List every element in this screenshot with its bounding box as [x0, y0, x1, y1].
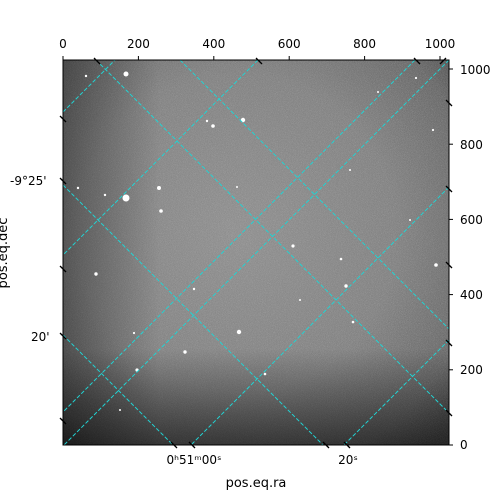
grid-edge-tick: [445, 185, 453, 193]
star: [122, 194, 130, 202]
grid-edge-ticks: [59, 57, 453, 449]
bottom-ra-axis: 0ʰ51ᵐ00ˢ 20ˢ pos.eq.ra: [167, 453, 358, 491]
grid-edge-tick: [445, 409, 453, 417]
star: [159, 209, 163, 213]
right-pixel-axis: 0 200 400 600 800 1000: [449, 63, 491, 452]
star: [409, 219, 411, 221]
top-tick-label: 800: [353, 37, 376, 51]
grid-edge-tick: [188, 441, 196, 449]
star: [123, 71, 129, 77]
grid-line: [190, 186, 449, 445]
star: [236, 186, 238, 188]
star: [76, 186, 80, 190]
left-axis-title: pos.eq.dec: [0, 218, 11, 289]
right-tick-label: 1000: [460, 63, 491, 77]
grid-edge-tick: [59, 177, 67, 185]
grid-line: [63, 60, 259, 256]
grid-line: [63, 60, 416, 413]
grid-edge-tick: [445, 261, 453, 269]
sky-image: [63, 60, 449, 445]
star: [339, 257, 343, 261]
top-tick-label: 0: [59, 37, 67, 51]
right-tick-label: 600: [460, 213, 483, 227]
grid-edge-tick: [439, 57, 447, 65]
star: [414, 76, 418, 80]
grid-line: [63, 60, 449, 445]
grid-edge-tick: [59, 115, 67, 123]
star: [291, 244, 295, 248]
left-tick-label: -9°25': [10, 174, 47, 188]
star: [211, 124, 215, 128]
grid-edge-tick: [445, 339, 453, 347]
star-field: [76, 71, 438, 411]
star: [94, 272, 98, 276]
right-tick-label: 800: [460, 138, 483, 152]
grid-edge-tick: [59, 265, 67, 273]
star: [351, 320, 355, 324]
plot-frame: [62, 59, 450, 446]
top-tick-label: 200: [127, 37, 150, 51]
star: [299, 299, 301, 301]
top-tick-label: 600: [278, 37, 301, 51]
grid-edge-tick: [413, 57, 421, 65]
top-pixel-axis: 0 200 400 600 800 1000: [59, 37, 455, 60]
grid-line: [63, 184, 324, 445]
star: [434, 263, 438, 267]
star: [431, 128, 435, 132]
grid-line: [343, 339, 449, 445]
grid-edge-tick: [59, 417, 67, 425]
bottom-axis-title: pos.eq.ra: [226, 476, 287, 491]
grid-edge-tick: [255, 57, 263, 65]
star: [205, 119, 209, 123]
right-tick-label: 400: [460, 288, 483, 302]
grid-edge-tick: [343, 441, 351, 449]
grid-edge-tick: [59, 332, 67, 340]
grid-line: [63, 60, 116, 113]
grid-edge-tick: [170, 441, 178, 449]
star: [84, 74, 88, 78]
star: [236, 329, 242, 335]
star: [132, 331, 136, 335]
right-tick-label: 200: [460, 363, 483, 377]
star: [157, 186, 161, 190]
star: [240, 117, 246, 123]
grid-edge-tick: [93, 57, 101, 65]
star: [263, 372, 267, 376]
left-tick-label: 20': [31, 330, 50, 344]
coordinate-grid: [63, 60, 449, 445]
star: [183, 350, 187, 354]
star: [349, 169, 351, 171]
star: [119, 409, 121, 411]
star: [103, 193, 107, 197]
bottom-tick-label: 0ʰ51ᵐ00ˢ: [167, 453, 222, 467]
bottom-tick-label: 20ˢ: [338, 453, 358, 467]
left-dec-axis: -9°25' 20' pos.eq.dec: [0, 174, 50, 344]
grid-line: [63, 334, 174, 445]
grid-edge-tick: [445, 99, 453, 107]
grid-line: [179, 60, 449, 330]
right-tick-label: 0: [460, 438, 468, 452]
star: [192, 287, 196, 291]
top-tick-label: 400: [202, 37, 225, 51]
grid-edge-tick: [322, 441, 330, 449]
star: [377, 91, 379, 93]
star: [344, 284, 348, 288]
top-tick-label: 1000: [425, 37, 456, 51]
